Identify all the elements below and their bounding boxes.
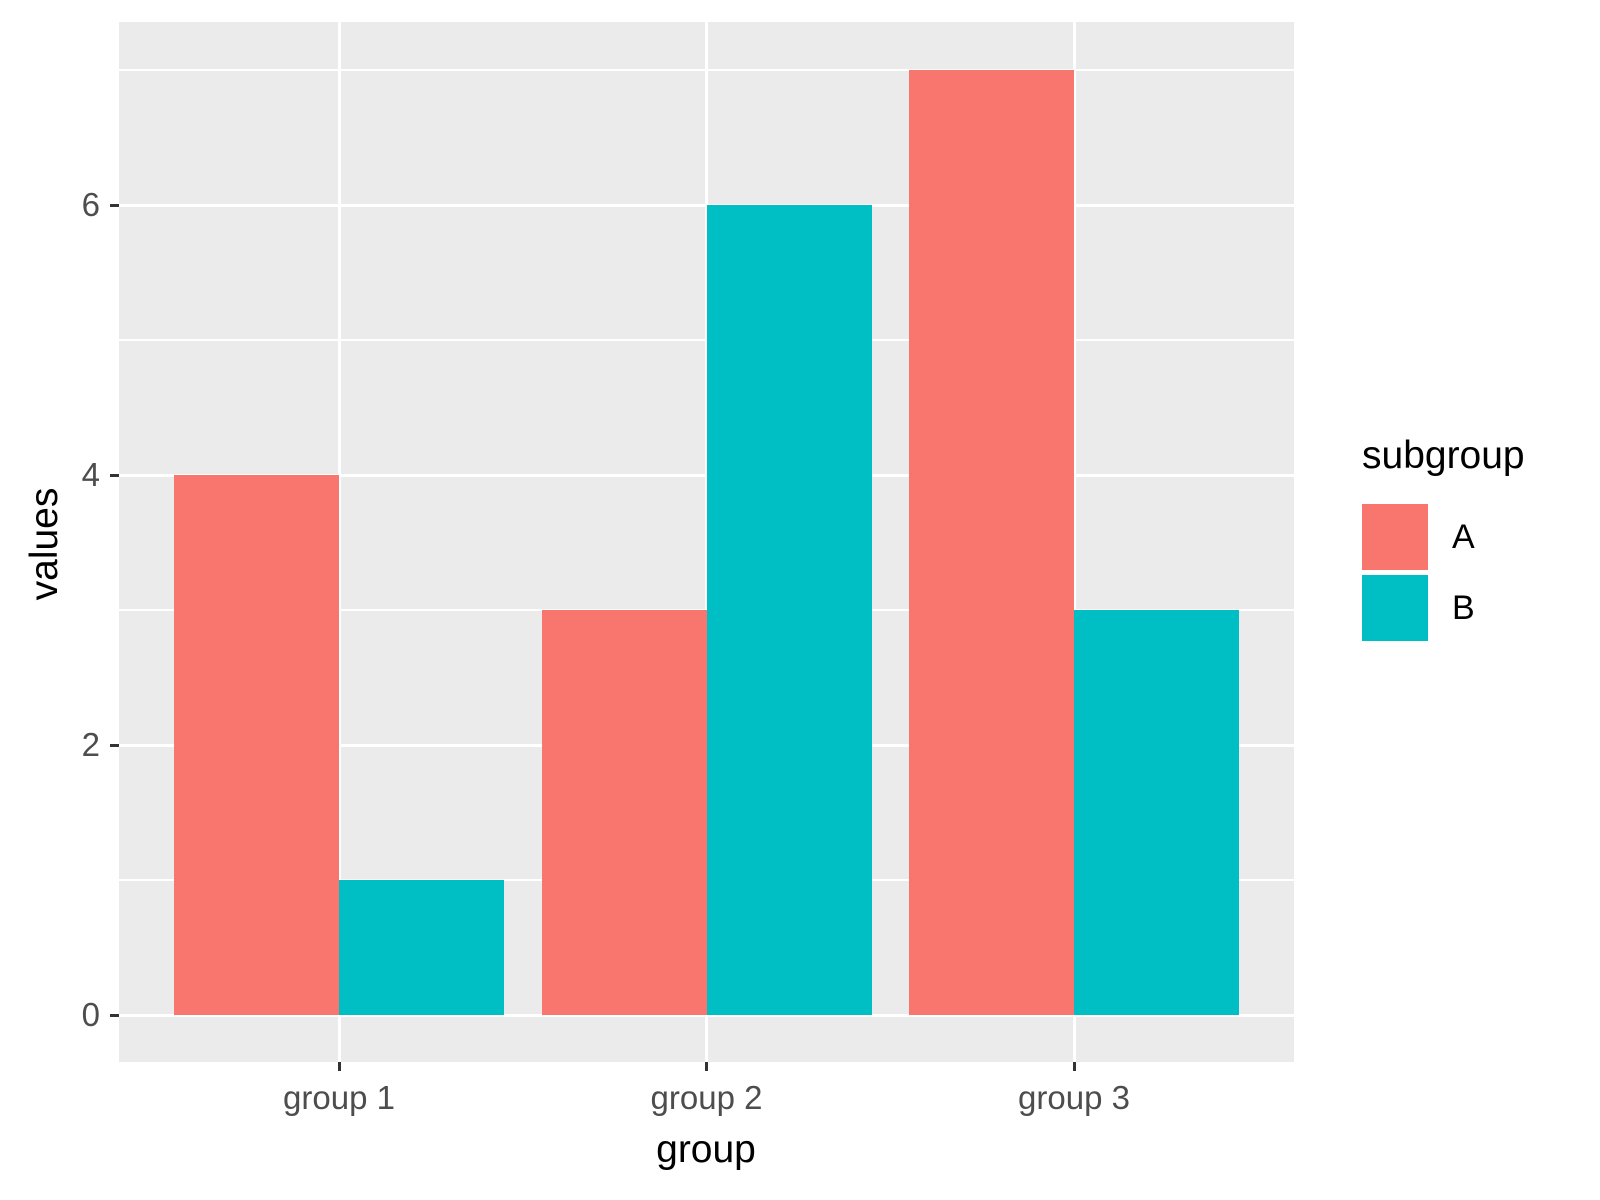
gridline-vertical (337, 22, 341, 1062)
x-tick-mark (1072, 1062, 1076, 1071)
y-axis-title: values (23, 487, 66, 601)
legend-label: A (1452, 517, 1475, 556)
x-tick-mark (705, 1062, 708, 1071)
y-tick-label: 6 (81, 186, 100, 223)
bar-group-3-A (909, 70, 1074, 1015)
gridline-minor (119, 69, 1294, 71)
y-tick-label: 4 (81, 456, 100, 493)
x-tick-label: group 2 (650, 1079, 763, 1116)
bar-group-3-B (1074, 610, 1239, 1015)
y-tick-mark (110, 1013, 119, 1017)
gridline-major (119, 1013, 1294, 1017)
bar-group-1-B (339, 880, 504, 1015)
x-tick-label: group 1 (283, 1079, 395, 1116)
legend-item-A: A (1362, 504, 1525, 570)
y-tick-label: 0 (81, 996, 100, 1033)
x-tick-label: group 3 (1018, 1079, 1130, 1116)
x-tick-mark (337, 1062, 341, 1071)
y-tick-mark (110, 203, 119, 207)
x-axis-title: group (656, 1128, 756, 1171)
bar-group-2-A (541, 610, 707, 1015)
gridline-vertical (1072, 22, 1076, 1062)
y-tick-label: 2 (81, 726, 100, 763)
legend-item-B: B (1362, 575, 1525, 641)
legend-title: subgroup (1362, 434, 1525, 477)
y-tick-mark (110, 743, 119, 747)
bar-group-1-A (174, 475, 339, 1015)
legend-swatch-A (1362, 504, 1428, 570)
legend-label: B (1452, 588, 1475, 627)
legend-swatch-B (1362, 575, 1428, 641)
plot-panel (119, 22, 1294, 1062)
bar-group-2-B (706, 205, 872, 1015)
y-tick-mark (110, 473, 119, 477)
